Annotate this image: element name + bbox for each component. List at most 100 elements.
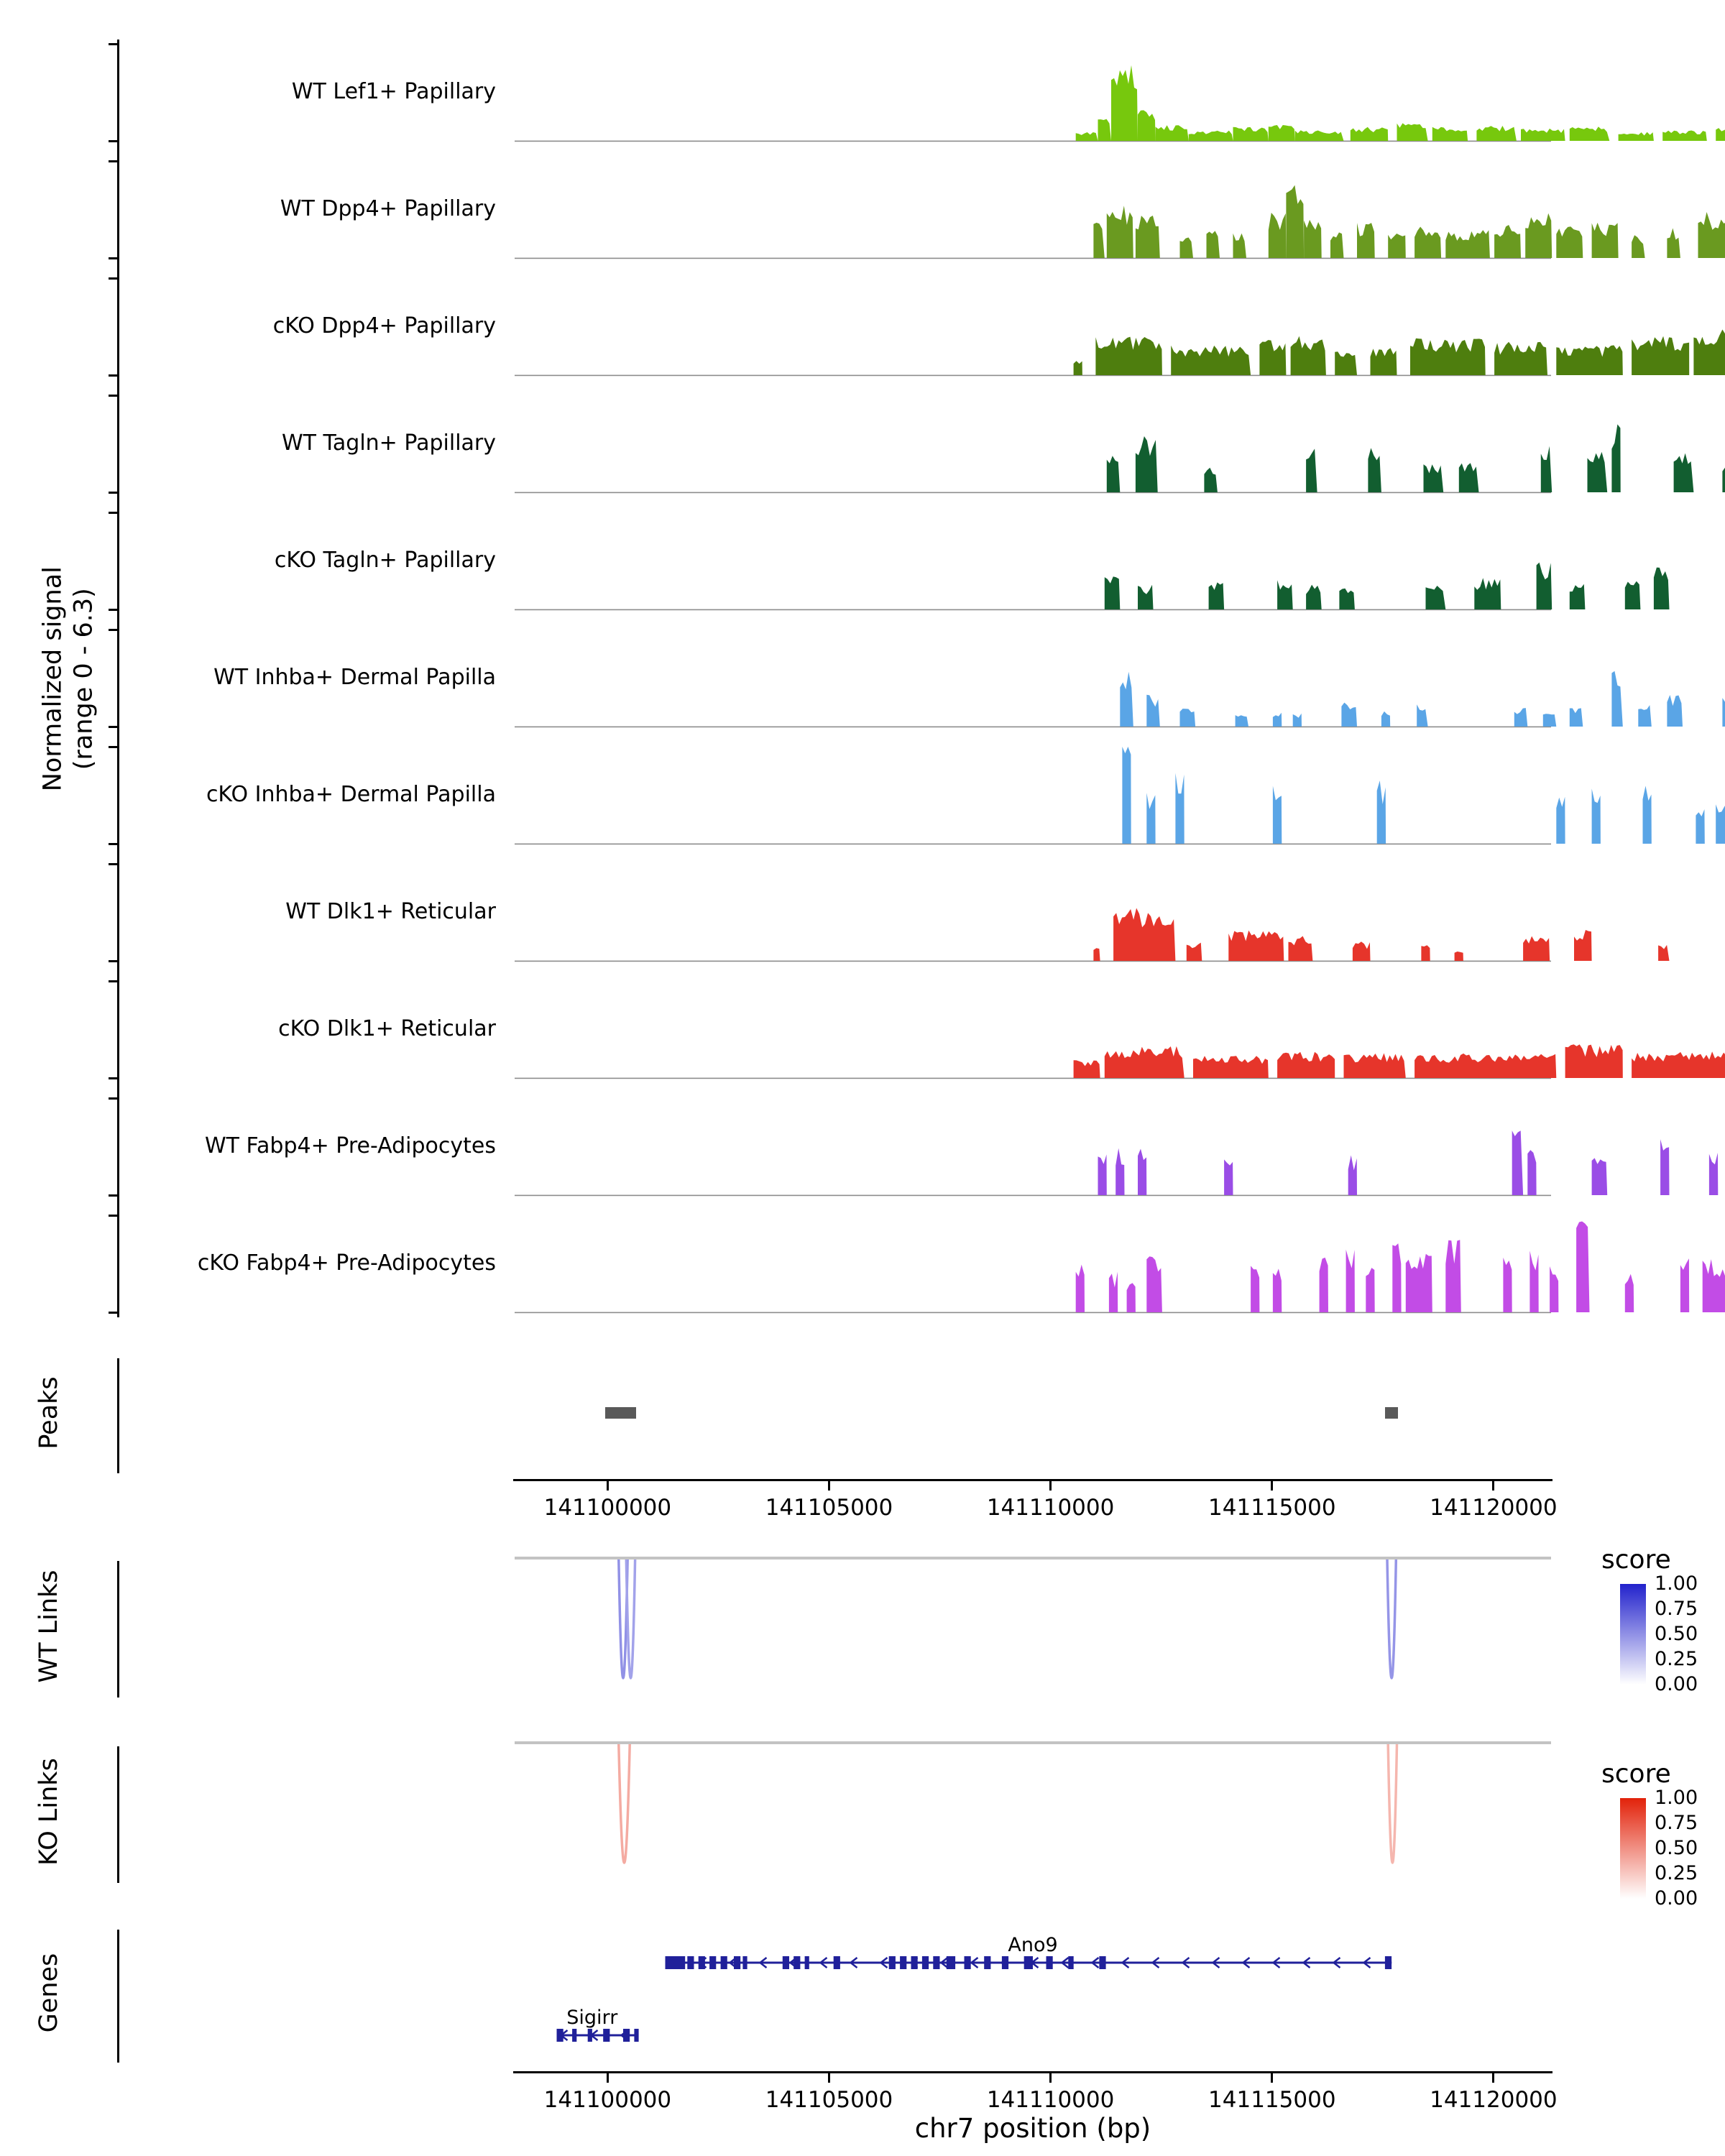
signal-axis-tick	[109, 629, 118, 631]
genes-axis-line	[117, 1930, 119, 2063]
coverage-signal	[1272, 1268, 1282, 1312]
coverage-signal	[1421, 945, 1430, 961]
gene-exon	[665, 1956, 686, 1969]
coverage-signal	[1346, 1249, 1355, 1312]
coverage-signal	[1138, 110, 1156, 141]
coverage-signal	[1093, 222, 1105, 258]
x-tick-label: 141105000	[765, 1495, 893, 1521]
coverage-signal	[1432, 126, 1468, 141]
coverage-signal	[1642, 786, 1652, 844]
coverage-signal	[1611, 424, 1621, 492]
coverage-signal	[1268, 125, 1295, 141]
coverage-signal	[1370, 348, 1397, 375]
coverage-signal	[1527, 1150, 1537, 1195]
gene-label: Sigirr	[566, 2007, 618, 2029]
coverage-signal	[1445, 230, 1490, 258]
coverage-signal	[1417, 704, 1428, 727]
track-baseline	[515, 960, 1551, 962]
coverage-signal	[1702, 1259, 1725, 1312]
coverage-signal	[1126, 1283, 1136, 1312]
track-label: WT Inhba+ Dermal Papilla	[213, 665, 496, 690]
gene-strand-arrow	[1271, 1957, 1281, 1968]
coverage-signal	[1138, 1148, 1147, 1195]
peaks-axis-line	[117, 1358, 119, 1473]
coverage-signal	[1204, 467, 1218, 492]
coverage-signal	[1146, 694, 1160, 727]
gene-exon	[587, 2029, 592, 2042]
gene-strand-arrow	[1302, 1957, 1311, 1968]
coverage-signal	[1116, 1148, 1125, 1195]
gene-exon	[572, 2029, 577, 2042]
coverage-signal	[1193, 1056, 1269, 1078]
coverage-signal	[1458, 463, 1479, 492]
peaks-section-label: Peaks	[34, 1376, 63, 1450]
coverage-signal	[1716, 804, 1725, 844]
coverage-signal	[1591, 222, 1619, 258]
signal-axis-tick	[109, 1312, 118, 1314]
gene-exon	[888, 1956, 896, 1969]
coverage-signal	[1474, 578, 1501, 609]
signal-axis-tick	[109, 726, 118, 728]
coverage-signal	[1514, 708, 1528, 727]
track-baseline	[515, 843, 1551, 845]
x-axis-tick	[606, 1481, 609, 1491]
coverage-track	[515, 185, 1725, 259]
coverage-signal	[1381, 711, 1391, 727]
gene-exon	[623, 2029, 630, 2042]
coverage-signal	[1319, 1257, 1328, 1312]
coverage-signal	[1696, 809, 1705, 844]
coverage-signal	[1632, 1051, 1725, 1078]
track-baseline	[515, 140, 1551, 142]
x-tick-label: 141120000	[1430, 2087, 1558, 2113]
signal-axis-tick	[109, 609, 118, 611]
x-tick-label: 141110000	[986, 1495, 1115, 1521]
coverage-signal	[1410, 338, 1486, 375]
coverage-signal	[1445, 1240, 1461, 1312]
links-arcs	[617, 1559, 1398, 1680]
ko-legend-labels: 1.00 0.75 0.50 0.25 0.00	[1655, 1759, 1725, 1925]
coverage-signal	[1618, 132, 1654, 141]
track-baseline	[515, 1312, 1551, 1314]
wt-links-section-label: WT Links	[34, 1570, 63, 1683]
coverage-signal	[1680, 1258, 1690, 1312]
gene-exon	[698, 1956, 705, 1969]
coverage-signal	[1569, 584, 1586, 609]
coverage-signal	[1357, 223, 1375, 258]
coverage-signal	[1574, 930, 1592, 961]
coverage-signal	[1104, 1046, 1184, 1078]
coverage-signal	[1343, 1053, 1406, 1078]
coverage-signal	[1186, 942, 1202, 961]
track-baseline	[515, 374, 1551, 377]
track-baseline	[515, 609, 1551, 611]
gene-exon	[782, 1956, 789, 1969]
gene-strand-arrow	[970, 1957, 979, 1968]
coverage-signal	[1632, 336, 1690, 375]
coverage-signal	[1228, 930, 1284, 961]
coverage-signal	[1292, 713, 1302, 727]
coverage-signal	[1352, 941, 1371, 961]
track-label: cKO Dlk1+ Reticular	[278, 1016, 496, 1041]
signal-axis-tick	[109, 1215, 118, 1217]
coverage-signal	[1235, 715, 1248, 727]
gene-strand-arrow	[849, 1957, 858, 1968]
ko-legend-title: score	[1601, 1759, 1671, 1789]
signal-axis-tick	[109, 374, 118, 377]
coverage-signal	[1135, 436, 1158, 492]
coverage-signal	[1113, 908, 1176, 961]
coverage-signal	[1494, 341, 1547, 375]
coverage-signal	[1716, 128, 1725, 141]
coverage-signal	[1135, 216, 1160, 258]
coverage-track	[515, 1044, 1725, 1079]
coverage-signal	[1512, 1130, 1524, 1195]
gene-exon	[804, 1956, 809, 1969]
gene-strand-arrow	[1090, 1957, 1100, 1968]
gene-exon	[556, 2029, 564, 2042]
coverage-signal	[1294, 130, 1344, 141]
coverage-signal	[1591, 788, 1601, 844]
gene-exon	[634, 2029, 639, 2042]
legend-tick-label: 0.75	[1655, 1812, 1698, 1834]
coverage-signal	[1530, 1250, 1539, 1312]
coverage-signal	[1624, 1273, 1634, 1312]
coverage-signal	[1660, 1139, 1670, 1195]
coverage-signal	[1556, 345, 1623, 375]
